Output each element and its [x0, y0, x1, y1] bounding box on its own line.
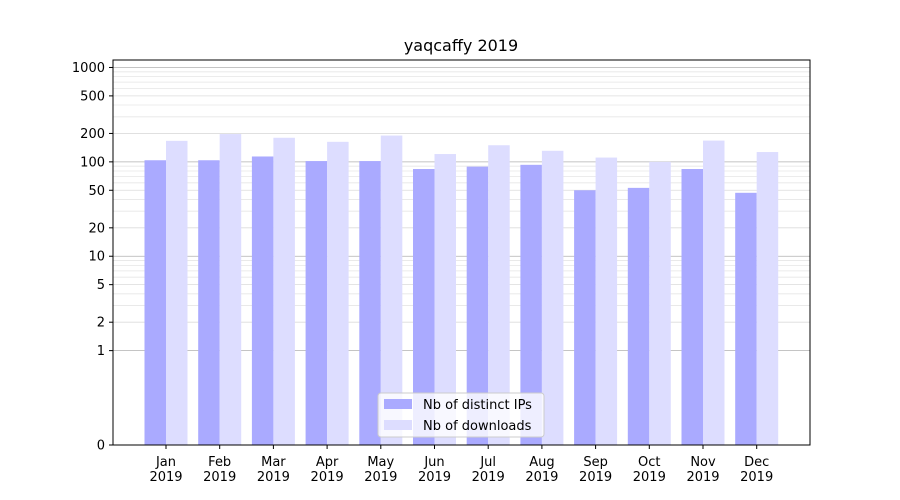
x-tick-label-line: Feb [208, 455, 231, 470]
bar-downloads [219, 134, 242, 445]
bar-distinct-ips [251, 156, 274, 445]
x-tick-label: Apr 2019 [311, 455, 344, 485]
x-tick-label: Jan 2019 [149, 455, 182, 485]
bar-downloads [380, 135, 403, 445]
x-tick-label: Jul 2019 [472, 455, 505, 485]
y-tick-label: 1000 [72, 61, 105, 76]
x-tick-label-line: Apr [316, 455, 339, 470]
legend-label: Nb of downloads [423, 419, 532, 434]
x-tick-label-line: Nov [690, 455, 716, 470]
x-tick-label: Sep 2019 [579, 455, 612, 485]
bar-downloads [273, 137, 295, 445]
x-tick-label: Mar 2019 [257, 455, 290, 485]
y-tick-label: 10 [88, 250, 105, 265]
bar-distinct-ips [574, 190, 596, 445]
y-tick-label: 50 [88, 184, 105, 199]
x-tick-label-line: Dec [744, 455, 769, 470]
x-tick-label-line: 2019 [686, 470, 719, 485]
bar-distinct-ips [413, 169, 435, 445]
bar-downloads [649, 161, 671, 445]
legend-box [377, 392, 545, 438]
y-tick-label: 2 [97, 316, 105, 331]
chart-title: yaqcaffy 2019 [404, 36, 518, 55]
x-tick-label-line: Jul [479, 455, 496, 470]
x-tick-label-line: 2019 [633, 470, 666, 485]
y-tick-label: 5 [97, 278, 105, 293]
x-tick-label-line: Aug [529, 455, 554, 470]
legend-swatch [384, 399, 412, 409]
y-tick-label: 0 [97, 439, 105, 454]
x-tick-label: May 2019 [364, 455, 397, 485]
x-tick-label-line: 2019 [418, 470, 451, 485]
bar-downloads [166, 140, 188, 445]
x-tick-label-line: 2019 [311, 470, 344, 485]
y-tick-label: 100 [80, 155, 105, 170]
bar-distinct-ips [681, 169, 703, 445]
legend-label: Nb of distinct IPs [423, 398, 532, 413]
x-tick-label: Jun 2019 [418, 455, 451, 485]
x-tick-label-line: Jan [155, 455, 176, 470]
x-tick-label: Feb 2019 [203, 455, 236, 485]
x-tick-label: Aug 2019 [525, 455, 558, 485]
x-tick-label: Oct 2019 [633, 455, 666, 485]
bar-downloads [488, 145, 510, 445]
x-tick-label-line: 2019 [472, 470, 505, 485]
y-tick-label: 20 [88, 221, 105, 236]
bar-distinct-ips [735, 192, 757, 445]
plot-frame [112, 59, 811, 446]
bar-distinct-ips [520, 164, 542, 445]
bar-distinct-ips [144, 160, 166, 445]
bar-distinct-ips [627, 187, 650, 446]
x-tick-label-line: 2019 [257, 470, 290, 485]
x-tick-label-line: Oct [638, 455, 660, 470]
x-tick-label-line: 2019 [579, 470, 612, 485]
x-tick-label-line: 2019 [525, 470, 558, 485]
bar-downloads [327, 141, 349, 446]
x-tick-label-line: Sep [583, 455, 608, 470]
x-tick-label-line: 2019 [149, 470, 182, 485]
x-tick-label-line: 2019 [364, 470, 397, 485]
y-tick-label: 1 [97, 344, 105, 359]
x-tick-label-line: Mar [261, 455, 286, 470]
bar-downloads [756, 152, 779, 445]
x-tick-label-line: 2019 [740, 470, 773, 485]
x-tick-label-line: 2019 [203, 470, 236, 485]
bar-distinct-ips [198, 160, 220, 445]
x-tick-label: Nov 2019 [686, 455, 719, 485]
bar-distinct-ips [359, 161, 381, 445]
bar-distinct-ips [305, 161, 328, 445]
bar-downloads [703, 140, 725, 445]
bar-downloads [434, 154, 456, 446]
x-tick-label-line: Jun [423, 455, 444, 470]
bar-downloads [541, 150, 564, 445]
legend-swatch [384, 420, 412, 430]
x-tick-label-line: May [367, 455, 394, 470]
y-tick-label: 200 [80, 127, 105, 142]
bar-distinct-ips [466, 166, 489, 446]
x-tick-label: Dec 2019 [740, 455, 773, 485]
y-tick-label: 500 [80, 89, 105, 104]
bar-downloads [595, 157, 618, 446]
